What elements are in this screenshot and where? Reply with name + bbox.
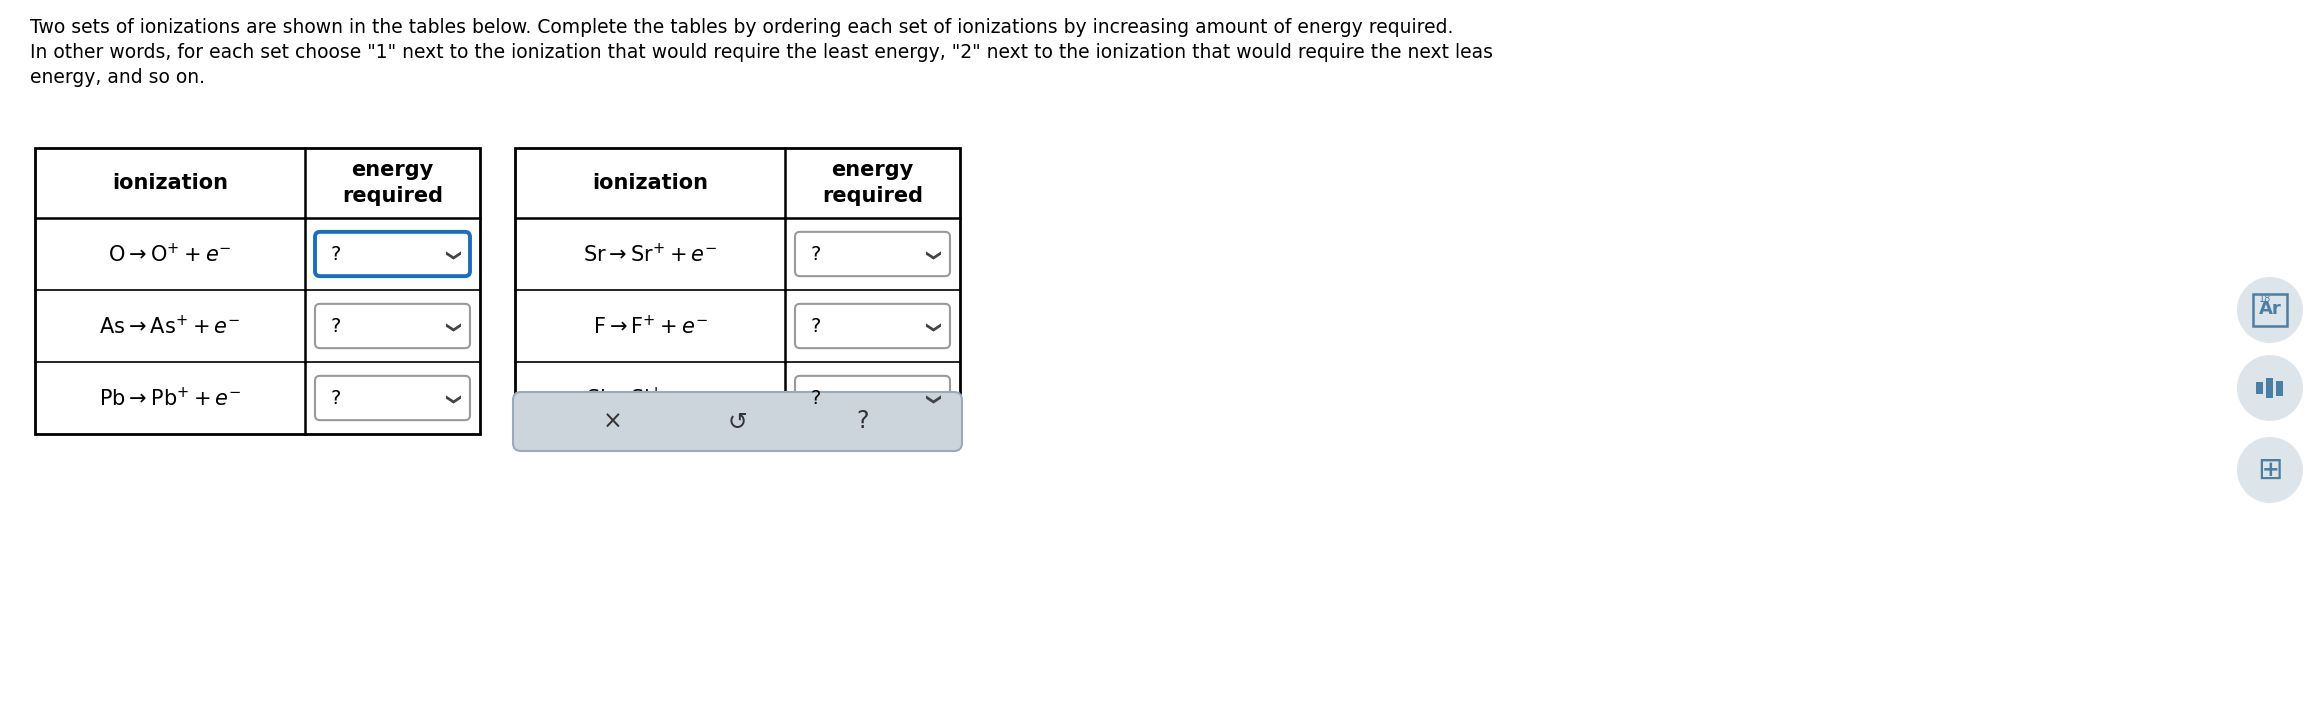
Text: 18: 18 <box>2260 294 2271 304</box>
Text: ?: ? <box>332 245 341 264</box>
FancyBboxPatch shape <box>796 304 949 348</box>
Text: $\mathrm{Pb} \rightarrow \mathrm{Pb}^{+} + e^{-}$: $\mathrm{Pb} \rightarrow \mathrm{Pb}^{+}… <box>100 387 241 410</box>
Text: ?: ? <box>332 389 341 408</box>
Text: energy, and so on.: energy, and so on. <box>30 68 204 87</box>
Text: ↺: ↺ <box>728 409 747 433</box>
Text: In other words, for each set choose "1" next to the ionization that would requir: In other words, for each set choose "1" … <box>30 43 1494 62</box>
Bar <box>2276 381 2283 395</box>
Text: Ar: Ar <box>2260 300 2281 318</box>
Bar <box>2267 378 2274 398</box>
Text: ❯: ❯ <box>923 250 937 262</box>
Text: ?: ? <box>812 245 821 264</box>
FancyBboxPatch shape <box>316 376 471 420</box>
Text: $\mathrm{O} \rightarrow \mathrm{O}^{+} + e^{-}$: $\mathrm{O} \rightarrow \mathrm{O}^{+} +… <box>109 242 232 266</box>
Circle shape <box>2236 355 2304 421</box>
FancyBboxPatch shape <box>796 376 949 420</box>
FancyBboxPatch shape <box>316 232 471 276</box>
Text: ❯: ❯ <box>923 322 937 334</box>
Bar <box>35 148 480 434</box>
Text: ?: ? <box>856 409 868 433</box>
Text: $\mathrm{Si} \rightarrow \mathrm{Si}^{+} + e^{-}$: $\mathrm{Si} \rightarrow \mathrm{Si}^{+}… <box>585 387 715 410</box>
Text: ×: × <box>603 409 622 433</box>
Text: ?: ? <box>812 317 821 336</box>
Text: energy
required: energy required <box>341 160 443 206</box>
Text: ⊞: ⊞ <box>2257 456 2283 485</box>
Text: $\mathrm{Sr} \rightarrow \mathrm{Sr}^{+} + e^{-}$: $\mathrm{Sr} \rightarrow \mathrm{Sr}^{+}… <box>582 242 717 266</box>
Text: Two sets of ionizations are shown in the tables below. Complete the tables by or: Two sets of ionizations are shown in the… <box>30 18 1452 37</box>
Bar <box>515 148 960 434</box>
FancyBboxPatch shape <box>513 392 963 451</box>
Bar <box>2255 382 2262 394</box>
Text: ❯: ❯ <box>923 394 937 406</box>
Text: ❯: ❯ <box>443 250 457 262</box>
FancyBboxPatch shape <box>796 232 949 276</box>
Text: energy
required: energy required <box>821 160 923 206</box>
Text: ionization: ionization <box>111 173 227 193</box>
FancyBboxPatch shape <box>316 304 471 348</box>
Text: ❯: ❯ <box>443 394 457 406</box>
Text: $\mathrm{As} \rightarrow \mathrm{As}^{+} + e^{-}$: $\mathrm{As} \rightarrow \mathrm{As}^{+}… <box>100 314 241 338</box>
Text: ?: ? <box>812 389 821 408</box>
Text: ?: ? <box>332 317 341 336</box>
Circle shape <box>2236 437 2304 503</box>
Text: ionization: ionization <box>592 173 708 193</box>
Bar <box>2253 294 2288 326</box>
Text: $\mathrm{F} \rightarrow \mathrm{F}^{+} + e^{-}$: $\mathrm{F} \rightarrow \mathrm{F}^{+} +… <box>592 314 708 338</box>
Text: ❯: ❯ <box>443 322 457 334</box>
Circle shape <box>2236 277 2304 343</box>
